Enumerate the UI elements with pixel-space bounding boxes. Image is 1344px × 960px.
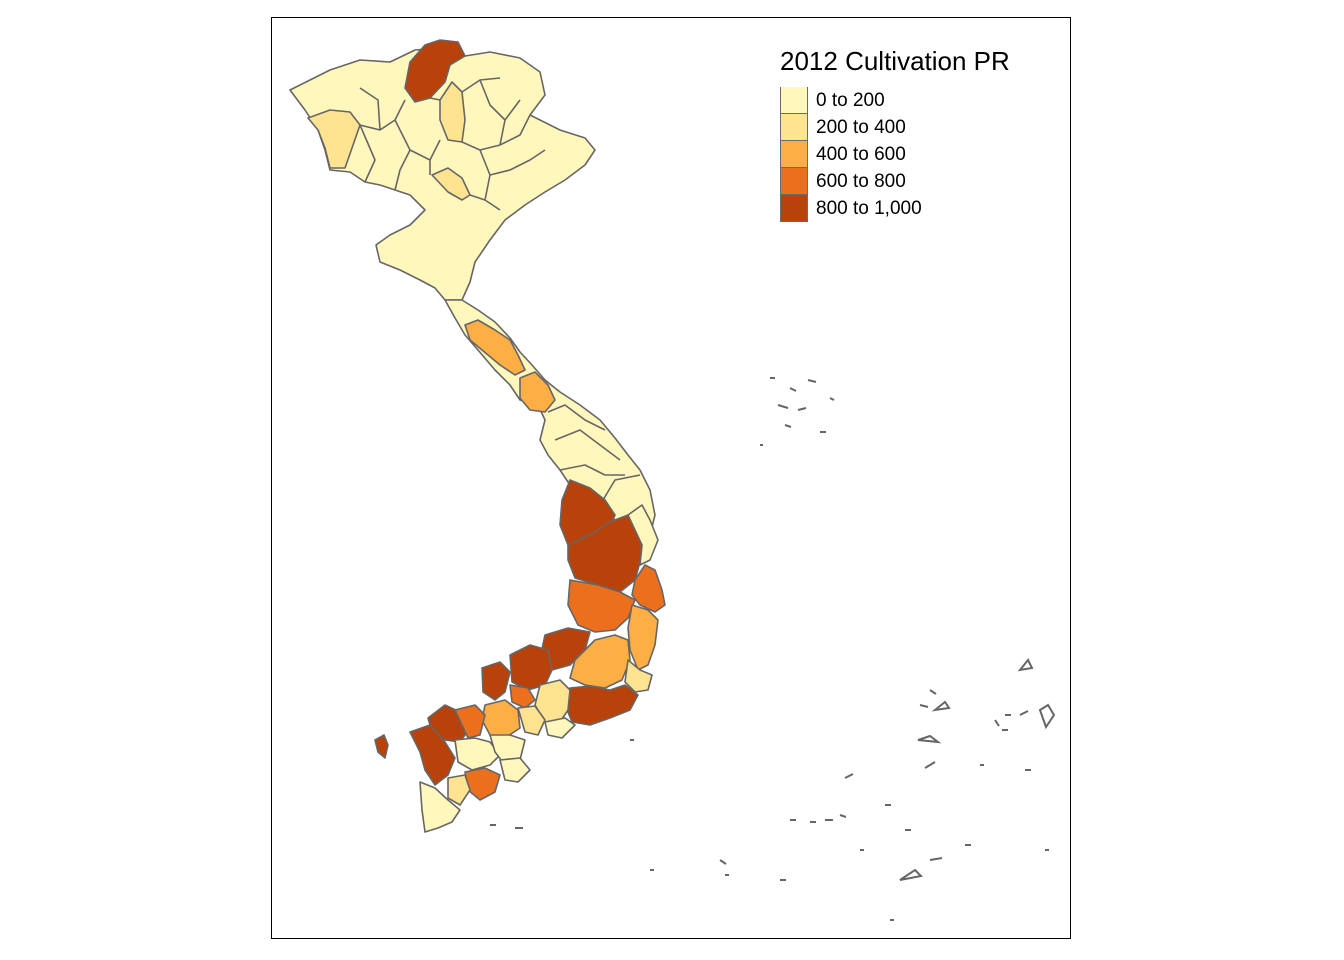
legend-item: 600 to 800 <box>780 168 1010 195</box>
island-phuquoc <box>374 734 389 759</box>
province-hcmc <box>517 705 546 736</box>
province-dienbien <box>307 109 361 169</box>
province-ninhthuan <box>624 659 653 693</box>
legend-label: 200 to 400 <box>816 116 906 138</box>
province-baclieu <box>447 774 471 806</box>
offshore-islands <box>490 377 1056 921</box>
province-binhphuoc <box>509 644 553 691</box>
province-cantho-area <box>454 737 501 771</box>
legend-item: 800 to 1,000 <box>780 195 1010 222</box>
province-kiengiang-north <box>409 724 456 786</box>
legend-title: 2012 Cultivation PR <box>780 46 1010 76</box>
north-inner-borders <box>359 77 546 211</box>
legend-label: 800 to 1,000 <box>816 197 922 219</box>
province-binhthuan <box>564 684 639 726</box>
legend-label: 0 to 200 <box>816 89 885 111</box>
province-bariavungtau <box>544 717 576 739</box>
legend-swatch <box>780 168 808 195</box>
province-quangtri <box>519 371 556 413</box>
province-binhdinh-coast <box>627 504 659 566</box>
province-quangbinh <box>464 319 526 376</box>
central-inner-borders <box>547 404 641 506</box>
province-daklak <box>567 579 636 633</box>
legend-swatch <box>780 114 808 141</box>
province-dongthap <box>454 704 486 739</box>
province-khanhhoa <box>627 604 659 671</box>
province-tayninh <box>481 661 511 701</box>
province-phuyen <box>631 564 666 613</box>
legend-item: 400 to 600 <box>780 141 1010 168</box>
legend-swatch <box>780 195 808 222</box>
province-laichau <box>404 39 466 103</box>
legend-label: 600 to 800 <box>816 170 906 192</box>
provinces-layer <box>289 39 666 833</box>
province-gialai <box>567 514 643 593</box>
province-soctrang <box>464 767 501 801</box>
province-hagiang-area <box>439 81 466 143</box>
legend-label: 400 to 600 <box>816 143 906 165</box>
legend-item: 200 to 400 <box>780 114 1010 141</box>
province-camau <box>419 781 461 833</box>
legend-item: 0 to 200 <box>780 87 1010 114</box>
map-legend: 2012 Cultivation PR 0 to 200 200 to 400 … <box>780 46 1010 222</box>
province-travinh <box>499 757 531 783</box>
legend-swatch <box>780 87 808 114</box>
province-binhduong <box>509 684 536 709</box>
legend-swatch <box>780 141 808 168</box>
province-longan <box>481 699 521 739</box>
